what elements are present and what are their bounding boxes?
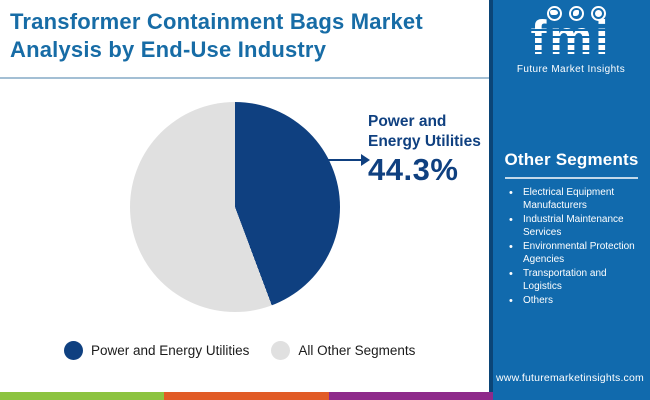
right-panel: fmi Future Market Insights Other Segment… — [489, 0, 650, 400]
logo-stripes — [524, 15, 618, 63]
usa-map-icon — [546, 6, 562, 21]
legend-item: Power and Energy Utilities — [64, 341, 249, 360]
callout-label-line1: Power and — [368, 113, 447, 130]
callout-arrow — [327, 159, 363, 161]
list-item-label: Electrical Equipment Manufacturers — [523, 187, 615, 211]
footer-stripe-segment — [328, 392, 493, 400]
globe-shape — [594, 10, 602, 17]
logo-icons — [546, 6, 606, 21]
logo-wordmark: fmi — [530, 12, 612, 65]
list-item-label: Transportation and Logistics — [523, 268, 607, 292]
list-item-label: Industrial Maintenance Services — [523, 214, 624, 238]
compass-icon — [568, 6, 584, 21]
callout-value: 44.3% — [368, 152, 459, 187]
pie-chart — [130, 102, 340, 312]
other-segments-list: Electrical Equipment Manufacturers Indus… — [509, 187, 646, 310]
list-item: Others — [509, 295, 646, 308]
website-link[interactable]: www.futuremarketinsights.com — [496, 372, 644, 384]
other-segments-divider — [505, 177, 638, 179]
list-item: Transportation and Logistics — [509, 268, 646, 293]
header-divider — [0, 77, 493, 79]
callout-arrowhead-icon — [361, 154, 370, 166]
page-title: Transformer Containment Bags Market Anal… — [10, 8, 488, 64]
list-item-label: Others — [523, 295, 554, 306]
logo-stripe — [524, 36, 618, 38]
list-item: Industrial Maintenance Services — [509, 214, 646, 239]
legend-swatch — [271, 341, 291, 360]
legend-item: All Other Segments — [271, 341, 415, 360]
legend-swatch — [64, 341, 83, 360]
legend-label: All Other Segments — [298, 343, 416, 358]
fmi-logo: fmi Future Market Insights — [501, 6, 641, 75]
footer-stripe-segment — [0, 392, 165, 400]
globe-icon — [590, 6, 606, 21]
usa-map-shape — [550, 10, 558, 15]
logo-tagline: Future Market Insights — [516, 64, 626, 75]
legend: Power and Energy Utilities All Other Seg… — [64, 341, 415, 360]
list-item: Electrical Equipment Manufacturers — [509, 187, 646, 212]
list-item: Environmental Protection Agencies — [509, 241, 646, 266]
list-item-label: Environmental Protection Agencies — [523, 241, 635, 265]
page-title-line1: Transformer Containment Bags Market — [10, 9, 423, 34]
footer-stripe — [0, 392, 493, 400]
page-title-line2: Analysis by End-Use Industry — [10, 37, 327, 62]
footer-stripe-segment — [164, 392, 329, 400]
callout-label: Power and Energy Utilities — [368, 112, 481, 151]
logo-wordmark-wrap: fmi — [524, 12, 618, 65]
logo-stripe — [524, 50, 618, 52]
logo-stripe — [524, 29, 618, 31]
legend-label: Power and Energy Utilities — [91, 343, 250, 358]
callout-label-line2: Energy Utilities — [368, 132, 481, 150]
panel-edge — [489, 0, 493, 400]
logo-stripe — [524, 43, 618, 45]
compass-shape — [573, 10, 579, 16]
other-segments-heading: Other Segments — [504, 150, 639, 169]
callout: Power and Energy Utilities 44.3% — [368, 112, 481, 188]
